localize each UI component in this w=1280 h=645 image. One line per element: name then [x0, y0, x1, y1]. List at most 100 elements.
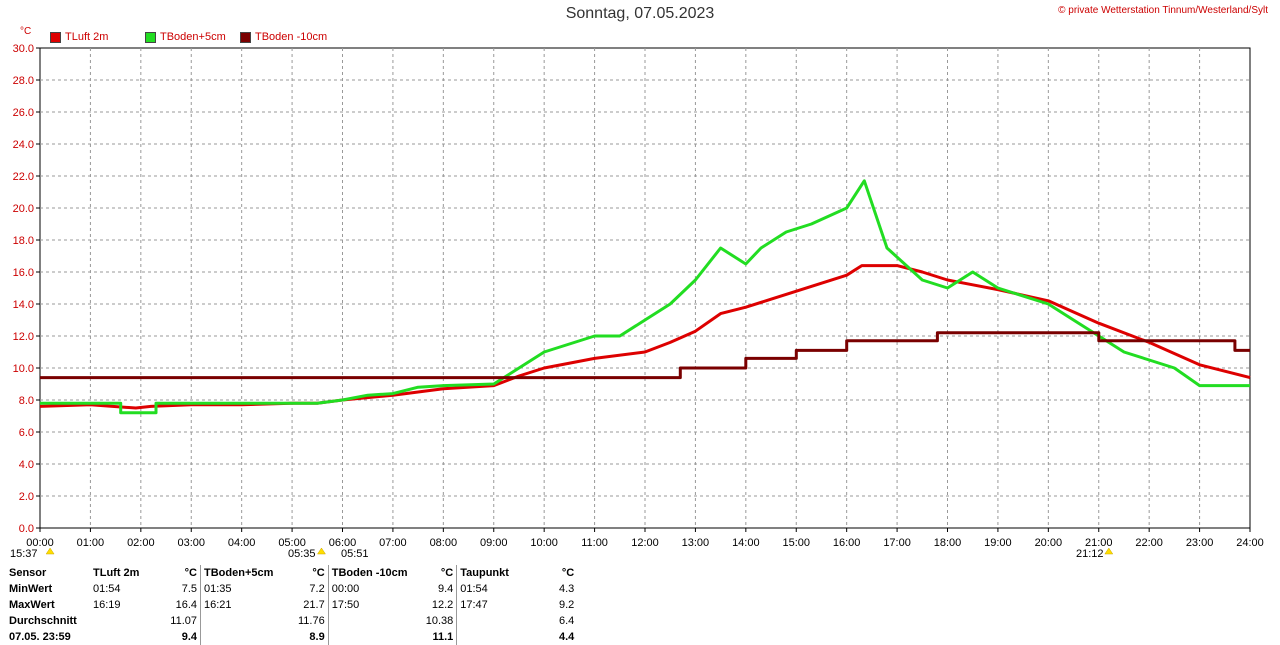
stats-cell: 8.9 [309, 631, 325, 643]
stats-cell [456, 613, 544, 629]
stats-row-label: MaxWert [9, 599, 55, 611]
legend-label: TLuft 2m [65, 31, 109, 43]
x-tick-label: 22:00 [1135, 537, 1163, 549]
x-tick-label: 13:00 [682, 537, 710, 549]
stats-header: TLuft 2m [93, 567, 140, 579]
x-tick-label: 02:00 [127, 537, 155, 549]
x-tick-label: 10:00 [530, 537, 558, 549]
stats-header: TBoden+5cm [200, 565, 295, 581]
x-tick-label: 05:00 [278, 537, 306, 549]
sunset-marker [1104, 547, 1114, 555]
stats-cell: 9.4 [437, 583, 454, 595]
stats-header: °C [561, 567, 575, 579]
stats-cell: 17:50 [327, 597, 423, 613]
stats-header: TBoden -10cm [327, 565, 423, 581]
x-tick-label: 01:00 [77, 537, 105, 549]
stats-cell [327, 613, 423, 629]
chart-title: Sonntag, 07.05.2023 [565, 5, 715, 22]
x-tick-label: 00:00 [26, 537, 54, 549]
stats-cell: 21.7 [303, 599, 325, 611]
x-tick-label: 04:00 [228, 537, 256, 549]
x-tick-label: 19:00 [984, 537, 1012, 549]
stats-cell [90, 629, 166, 645]
stats-header: Sensor [9, 567, 47, 579]
x-tick-label: 06:00 [329, 537, 357, 549]
y-tick-label: 24.0 [13, 139, 34, 151]
stats-cell: 01:54 [93, 583, 121, 595]
x-tick-label: 16:00 [833, 537, 861, 549]
stats-cell: 11.76 [298, 615, 325, 627]
legend-label: TBoden -10cm [255, 31, 328, 43]
stats-cell: 12.2 [431, 599, 454, 611]
stats-row-max: MaxWert 16:19 16.4 16:21 21.7 17:50 12.2… [6, 597, 577, 613]
y-tick-label: 0.0 [19, 523, 34, 535]
series-line-1 [40, 179, 1250, 415]
y-tick-label: 16.0 [13, 267, 34, 279]
stats-cell: 11.1 [432, 631, 454, 643]
stats-cell: 17:47 [456, 597, 544, 613]
y-tick-label: 20.0 [13, 203, 34, 215]
x-tick-label: 18:00 [934, 537, 962, 549]
stats-header: °C [184, 567, 197, 579]
stats-header: °C [312, 567, 325, 579]
y-tick-label: 18.0 [13, 235, 34, 247]
stats-cell [456, 629, 544, 645]
y-tick-label: 10.0 [13, 363, 34, 375]
y-tick-label: 26.0 [13, 107, 34, 119]
stats-row-label: MinWert [9, 583, 53, 595]
stats-cell [327, 629, 423, 645]
stats-cell: 16:21 [200, 597, 295, 613]
x-tick-label: 12:00 [631, 537, 659, 549]
stats-cell [200, 629, 295, 645]
x-tick-label: 08:00 [430, 537, 458, 549]
stats-cell: 10.38 [425, 615, 454, 627]
unit-label: °C [20, 26, 32, 37]
x-tick-label: 07:00 [379, 537, 407, 549]
stats-header-row: Sensor TLuft 2m °C TBoden+5cm °C TBoden … [6, 565, 577, 581]
y-tick-label: 30.0 [13, 43, 34, 55]
stats-row-label: 07.05. 23:59 [9, 631, 71, 643]
x-tick-label: 09:00 [480, 537, 508, 549]
y-tick-label: 4.0 [19, 459, 34, 471]
stats-cell [90, 613, 166, 629]
x-tick-label: 03:00 [177, 537, 205, 549]
stats-cell: 16.4 [175, 599, 197, 611]
legend-label: TBoden+5cm [160, 31, 226, 43]
stats-cell [200, 613, 295, 629]
y-tick-label: 28.0 [13, 75, 34, 87]
y-tick-label: 6.0 [19, 427, 34, 439]
copyright-text: © private Wetterstation Tinnum/Westerlan… [1058, 5, 1268, 16]
x-tick-label: 21:00 [1085, 537, 1113, 549]
stats-table: Sensor TLuft 2m °C TBoden+5cm °C TBoden … [6, 565, 577, 645]
legend-swatch [240, 31, 251, 43]
x-tick-label: 14:00 [732, 537, 760, 549]
left-time-label: 15:37 [10, 548, 38, 560]
y-tick-label: 8.0 [19, 395, 34, 407]
stats-row-min: MinWert 01:54 7.5 01:35 7.2 00:00 9.4 01… [6, 581, 577, 597]
stats-row-current: 07.05. 23:59 9.4 8.9 11.1 4.4 [6, 629, 577, 645]
stats-header: Taupunkt [456, 565, 544, 581]
x-tick-label: 23:00 [1186, 537, 1214, 549]
sunrise-marker [317, 547, 326, 555]
stats-cell: 9.2 [558, 599, 575, 611]
x-tick-label: 24:00 [1236, 537, 1264, 549]
legend-swatch [50, 31, 61, 43]
stats-cell: 9.4 [181, 631, 197, 643]
x-tick-label: 17:00 [883, 537, 911, 549]
y-tick-label: 22.0 [13, 171, 34, 183]
x-tick-label: 15:00 [782, 537, 810, 549]
series-line-2 [40, 331, 1250, 380]
stats-cell: 00:00 [327, 581, 423, 597]
y-tick-label: 2.0 [19, 491, 34, 503]
stats-header: °C [440, 567, 454, 579]
stats-cell: 4.4 [558, 631, 575, 643]
stats-cell: 01:54 [456, 581, 544, 597]
stats-cell: 6.4 [558, 615, 575, 627]
legend-item-tboden5: TBoden+5cm [145, 31, 226, 43]
stats-row-avg: Durchschnitt 11.07 11.76 10.38 6.4 [6, 613, 577, 629]
stats-cell: 7.2 [309, 583, 325, 595]
stats-cell: 16:19 [93, 599, 121, 611]
x-tick-label: 11:00 [581, 537, 608, 549]
left-marker [45, 547, 55, 555]
